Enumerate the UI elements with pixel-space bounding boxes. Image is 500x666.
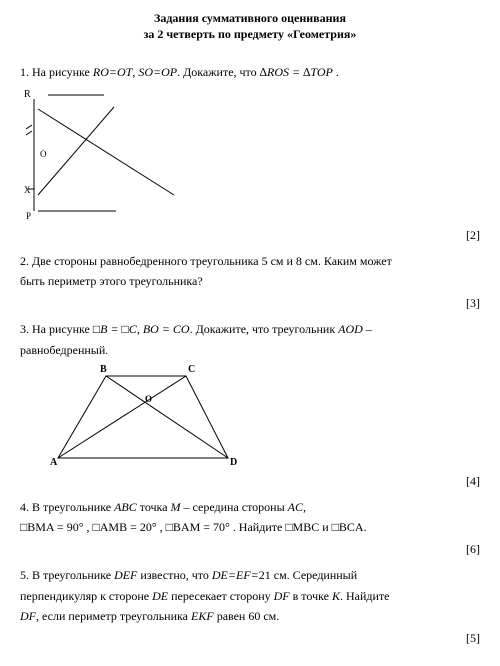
problem-3-text: 3. На рисунке □B = □C, BO = CO. Докажите… [20, 321, 480, 337]
p1-before: 1. На рисунке [20, 65, 93, 79]
p3-before: 3. На рисунке [20, 322, 93, 336]
label-c: C [188, 364, 195, 375]
p5-l1b: известно, что [137, 568, 212, 582]
p1-eq3: ∆ROS = ∆TOP [260, 65, 333, 79]
p5-line2: перпендикуляр к стороне DE пересекает ст… [20, 588, 480, 604]
label-b: B [100, 364, 107, 375]
p3-eq2: BO = CO [143, 322, 190, 336]
score-1: [2] [20, 227, 480, 243]
score-5: [5] [20, 630, 480, 646]
p4-l1c: – середина стороны [181, 500, 288, 514]
label-d: D [230, 457, 237, 467]
title-line-1: Задания суммативного оценивания [20, 10, 480, 26]
p4-abc: ABC [114, 500, 137, 514]
p2-line1: 2. Две стороны равнобедренного треугольн… [20, 253, 480, 269]
p3-eq3: AOD [338, 322, 363, 336]
p5-l2d: . Найдите [340, 589, 390, 603]
figure-2: A B C D O [50, 362, 480, 467]
problem-2: 2. Две стороны равнобедренного треугольн… [20, 253, 480, 289]
p5-de: DE [152, 589, 168, 603]
figure-1-svg: R O X P [24, 85, 194, 221]
label-a: A [50, 457, 58, 467]
p1-mid: . Докажите, что [177, 65, 260, 79]
fig1-diag-1 [38, 109, 174, 195]
p5-ekf: EKF [191, 609, 214, 623]
p5-df: DF [274, 589, 290, 603]
p1-eq2: SO=OP [138, 65, 177, 79]
figure-2-svg: A B C D O [50, 362, 240, 467]
p4-l1b: точка [137, 500, 171, 514]
p5-def: DEF [114, 568, 137, 582]
p5-l3b: , если периметр треугольника [36, 609, 191, 623]
p4-ac: AC [288, 500, 303, 514]
problem-4: 4. В треугольнике ABC точка M – середина… [20, 499, 480, 535]
p4-l1a: 4. В треугольнике [20, 500, 114, 514]
p1-eq1: RO=OT [93, 65, 132, 79]
p5-l3a: DF [20, 609, 36, 623]
p3-eq1: □B = □C [93, 322, 137, 336]
p1-period: . [333, 65, 339, 79]
p5-line1: 5. В треугольнике DEF известно, что DE=E… [20, 567, 480, 583]
fig1-tick1 [26, 125, 32, 129]
p3-mid: . Докажите, что треугольник [190, 322, 339, 336]
label-o: O [40, 149, 47, 159]
problem-1-text: 1. На рисунке RO=OT, SO=OP. Докажите, чт… [20, 64, 480, 80]
p5-l1a: 5. В треугольнике [20, 568, 114, 582]
p4-line2: □BMA = 90° , □AMB = 20° , □BAM = 70° . Н… [20, 519, 480, 535]
p5-l2b: пересекает сторону [168, 589, 274, 603]
fig1-tick2 [26, 131, 32, 135]
p5-k: K [332, 589, 340, 603]
p5-l1c: 21 см. Серединный [259, 568, 357, 582]
label-p: P [26, 211, 31, 221]
p4-m: M [171, 500, 181, 514]
score-2: [3] [20, 295, 480, 311]
title-line-2: за 2 четверть по предмету «Геометрия» [20, 26, 480, 42]
label-o2: O [145, 394, 152, 404]
title-block: Задания суммативного оценивания за 2 чет… [20, 10, 480, 42]
label-x: X [24, 185, 31, 195]
p5-l2a: перпендикуляр к стороне [20, 589, 152, 603]
score-3: [4] [20, 473, 480, 489]
problem-5: 5. В треугольнике DEF известно, что DE=E… [20, 567, 480, 624]
p4-l1d: , [303, 500, 306, 514]
figure-1: R O X P [24, 85, 480, 221]
page: Задания суммативного оценивания за 2 чет… [0, 0, 500, 666]
label-r: R [24, 89, 31, 100]
p3-dash: – [363, 322, 372, 336]
p3-line2: равнобедренный. [20, 342, 480, 358]
problem-1: 1. На рисунке RO=OT, SO=OP. Докажите, чт… [20, 64, 480, 220]
problem-3: 3. На рисунке □B = □C, BO = CO. Докажите… [20, 321, 480, 466]
fig1-diag-2 [38, 107, 114, 195]
p5-eq: DE=EF= [212, 568, 259, 582]
p4-line1: 4. В треугольнике ABC точка M – середина… [20, 499, 480, 515]
p5-l2c: в точке [290, 589, 332, 603]
p5-line3: DF, если периметр треугольника EKF равен… [20, 608, 480, 624]
fig2-outer [58, 376, 228, 458]
p2-line2: быть периметр этого треугольника? [20, 273, 480, 289]
p5-l3c: равен 60 см. [214, 609, 280, 623]
score-4: [6] [20, 541, 480, 557]
